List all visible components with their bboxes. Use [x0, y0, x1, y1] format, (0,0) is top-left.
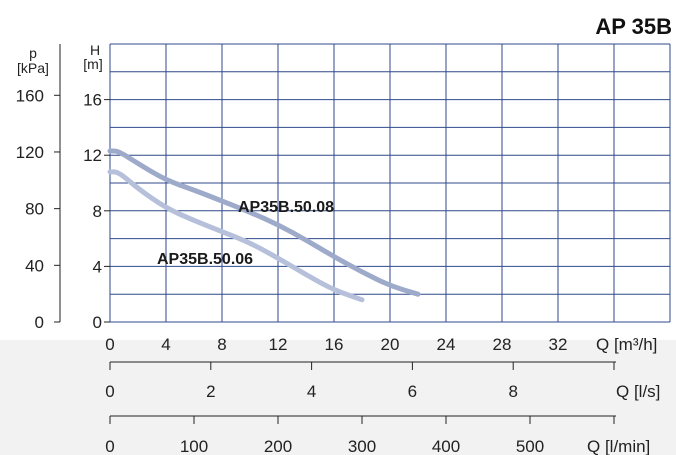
series-curve-ap35b-50-06	[107, 169, 365, 303]
flow-ls-tick-label: 8	[508, 382, 517, 401]
head-axis-label-unit: [m]	[83, 56, 102, 72]
flow-lmin-tick-label: 200	[264, 437, 292, 455]
pressure-tick-label: 40	[25, 256, 44, 275]
x-tick-label: 12	[269, 335, 288, 354]
bottom-band	[0, 340, 676, 455]
x-tick-label: 4	[161, 335, 170, 354]
flow-lmin-tick-label: 0	[105, 437, 114, 455]
flow-lmin-tick-label: 400	[432, 437, 460, 455]
pressure-tick-label: 120	[16, 143, 44, 162]
x-tick-label: 0	[105, 335, 114, 354]
chart-grid	[109, 43, 671, 323]
y-tick-label: 16	[83, 91, 102, 110]
y-tick-label: 0	[93, 313, 102, 332]
series-label-ap35b-50-08: AP35B.50.08	[238, 199, 334, 216]
flow-ls-tick-label: 4	[307, 382, 316, 401]
x-tick-label: 16	[325, 335, 344, 354]
y-tick-label: 4	[93, 257, 102, 276]
curves	[107, 148, 421, 303]
head-axis-label-h: H	[90, 42, 100, 58]
x-axis-label-m3h: Q [m³/h]	[596, 335, 657, 354]
pressure-tick-label: 0	[35, 313, 44, 332]
series-label-ap35b-50-06: AP35B.50.06	[157, 251, 253, 268]
y-tick-label: 12	[83, 146, 102, 165]
x-tick-label: 28	[493, 335, 512, 354]
flow-ls-tick-label: 0	[105, 382, 114, 401]
x-axis-label-ls: Q [l/s]	[616, 382, 660, 401]
x-tick-label: 20	[381, 335, 400, 354]
x-tick-label: 8	[217, 335, 226, 354]
series-curve-ap35b-50-08	[107, 148, 421, 297]
x-tick-label: 32	[549, 335, 568, 354]
pressure-tick-label: 160	[16, 86, 44, 105]
flow-lmin-tick-label: 500	[516, 437, 544, 455]
flow-lmin-tick-label: 100	[180, 437, 208, 455]
pressure-tick-label: 80	[25, 200, 44, 219]
y-tick-label: 8	[93, 202, 102, 221]
pressure-axis-label-p: p	[29, 45, 37, 61]
x-axis-label-lmin: Q [l/min]	[587, 437, 650, 455]
pressure-axis-label-unit: [kPa]	[17, 60, 49, 76]
flow-ls-tick-label: 6	[408, 382, 417, 401]
flow-ls-tick-label: 2	[206, 382, 215, 401]
chart-title: AP 35B	[595, 14, 672, 39]
x-tick-label: 24	[437, 335, 456, 354]
flow-lmin-tick-label: 300	[348, 437, 376, 455]
